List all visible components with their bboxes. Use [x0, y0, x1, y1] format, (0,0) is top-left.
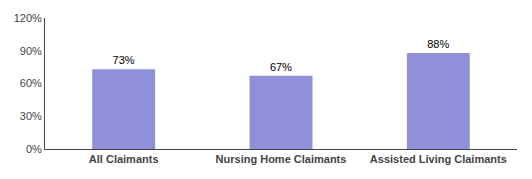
svg-text:All Claimants: All Claimants — [89, 153, 159, 165]
svg-text:0%: 0% — [26, 143, 42, 155]
svg-text:67%: 67% — [270, 61, 292, 73]
svg-text:120%: 120% — [14, 12, 42, 24]
svg-text:Assisted Living Claimants: Assisted Living Claimants — [370, 153, 507, 165]
svg-text:90%: 90% — [20, 45, 42, 57]
svg-text:60%: 60% — [20, 77, 42, 89]
svg-text:88%: 88% — [427, 38, 449, 50]
svg-text:Nursing Home Claimants: Nursing Home Claimants — [216, 153, 347, 165]
svg-text:73%: 73% — [113, 54, 135, 66]
svg-text:30%: 30% — [20, 110, 42, 122]
